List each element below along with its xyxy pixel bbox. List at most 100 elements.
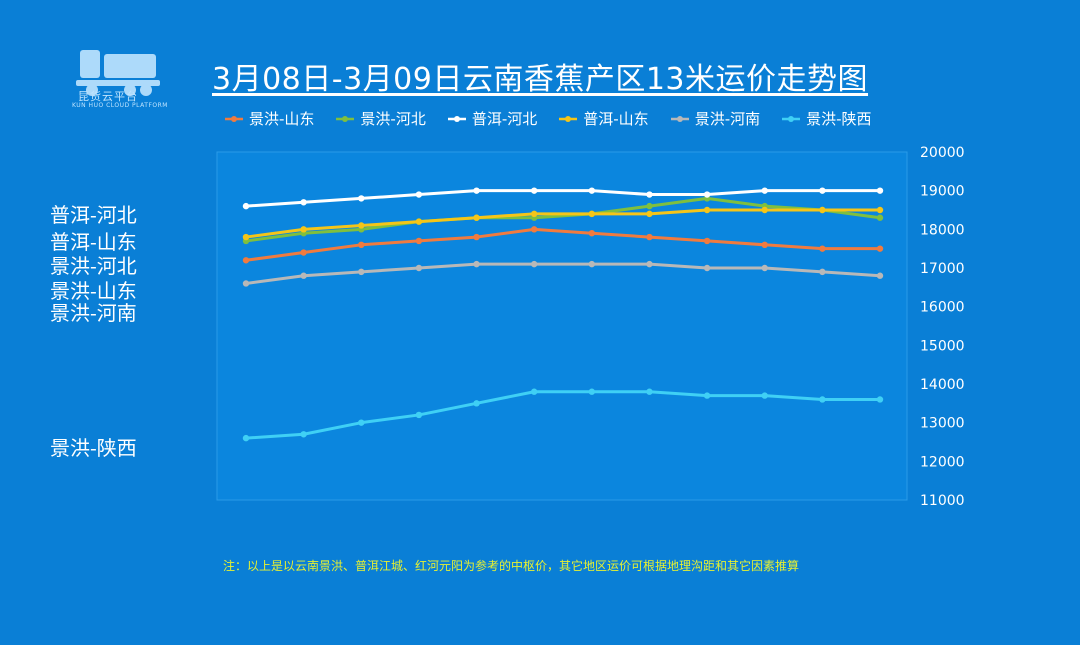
data-point [819, 396, 826, 403]
data-point [415, 191, 423, 198]
series-line [245, 189, 880, 208]
data-point [703, 206, 711, 214]
data-point [300, 249, 307, 256]
side-label: 景洪-河南 [50, 301, 137, 325]
y-tick-label: 19000 [920, 184, 965, 200]
data-point [876, 214, 884, 221]
data-point [242, 434, 250, 442]
data-point [242, 257, 250, 264]
data-point [646, 191, 653, 198]
logo-text: 昆货云平台 [78, 90, 138, 103]
y-tick-label: 20000 [920, 145, 965, 161]
legend-item: 景洪-陕西 [782, 108, 872, 129]
data-point [761, 392, 768, 399]
data-point [473, 400, 480, 407]
data-point [761, 206, 768, 214]
data-point [761, 264, 768, 272]
legend-item: 普洱-河北 [447, 108, 538, 129]
legend-swatch-icon [559, 115, 578, 122]
data-point [876, 206, 884, 214]
legend-item: 景洪-山东 [225, 108, 314, 129]
series-line [245, 390, 880, 440]
legend-swatch-icon [336, 115, 355, 122]
y-tick-label: 12000 [920, 454, 965, 470]
data-point [358, 195, 365, 202]
legend-swatch-icon [225, 115, 243, 122]
legend-item: 景洪-河北 [336, 108, 426, 129]
data-point [415, 237, 423, 245]
data-point [819, 245, 826, 252]
logo-icon [76, 50, 160, 96]
legend-label: 景洪-河北 [360, 110, 426, 128]
plot-area [216, 151, 908, 501]
footer-note: 注：以上是以云南景洪、普洱江城、红河元阳为参考的中枢价，其它地区运价可根据地理沟… [223, 559, 800, 573]
data-point [646, 210, 653, 218]
y-tick-label: 11000 [920, 493, 965, 509]
legend-swatch-icon [782, 115, 801, 122]
y-tick-label: 17000 [920, 261, 965, 277]
data-point [646, 233, 653, 241]
data-point [530, 187, 538, 194]
data-point [530, 260, 538, 268]
data-point [300, 199, 307, 206]
chart-legend: 景洪-山东 景洪-河北 普洱-河北 普洱-山东 景洪-河南 景洪-陕西 [225, 108, 872, 129]
data-point [473, 233, 480, 241]
y-tick-label: 18000 [920, 222, 965, 238]
legend-item: 景洪-河南 [670, 108, 760, 129]
data-point [300, 431, 307, 438]
logo-subtext: KUN HUO CLOUD PLATFORM [72, 102, 168, 109]
legend-label: 普洱-河北 [471, 110, 538, 128]
y-tick-label: 13000 [920, 416, 965, 432]
series-line [245, 227, 880, 262]
side-label: 景洪-河北 [50, 254, 137, 278]
y-tick-label: 14000 [920, 377, 965, 393]
data-point [588, 230, 596, 237]
data-point [876, 396, 884, 403]
series-line [245, 196, 881, 243]
data-point [819, 187, 826, 194]
legend-label: 景洪-山东 [249, 110, 315, 128]
data-point [761, 187, 768, 194]
data-point [876, 245, 884, 252]
legend-swatch-icon [447, 115, 466, 122]
data-point [242, 280, 250, 287]
side-label: 景洪-山东 [50, 279, 137, 303]
y-tick-label: 15000 [920, 338, 965, 354]
data-point [703, 392, 711, 399]
data-point [415, 411, 423, 419]
data-point [473, 260, 480, 268]
side-label: 普洱-山东 [50, 230, 137, 254]
data-point [415, 264, 423, 272]
series-line [245, 208, 880, 239]
data-point [876, 272, 884, 279]
data-point [358, 268, 365, 276]
data-point [530, 210, 538, 218]
legend-item: 普洱-山东 [559, 108, 649, 129]
data-point [358, 419, 365, 426]
legend-swatch-icon [670, 115, 689, 122]
side-label: 普洱-河北 [50, 203, 137, 227]
legend-label: 普洱-山东 [583, 110, 649, 128]
data-point [588, 187, 596, 194]
data-point [646, 260, 653, 268]
data-point [646, 388, 653, 395]
data-point [588, 388, 596, 395]
data-point [876, 187, 884, 194]
data-point [358, 241, 365, 248]
y-tick-label: 16000 [920, 300, 965, 316]
data-point [530, 388, 538, 395]
data-point [300, 226, 307, 233]
data-point [473, 187, 480, 194]
data-point [819, 206, 826, 214]
data-point [703, 264, 711, 272]
data-point [646, 202, 653, 210]
data-point [703, 237, 711, 245]
data-point [415, 218, 423, 225]
data-point [242, 233, 250, 241]
data-point [588, 210, 596, 218]
data-point [530, 226, 538, 233]
data-point [242, 202, 250, 210]
data-point [300, 272, 307, 279]
chart-title: 3月08日-3月09日云南香蕉产区13米运价走势图 [212, 62, 869, 97]
